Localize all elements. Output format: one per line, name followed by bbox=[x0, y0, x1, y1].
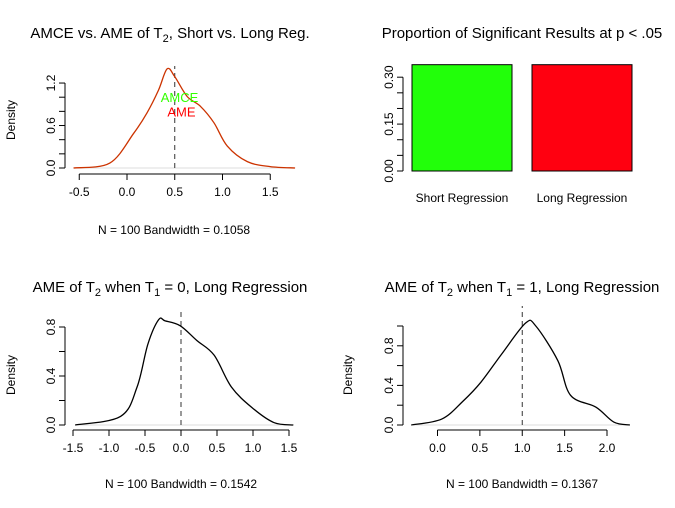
panel1-y-tick-label: 1.2 bbox=[44, 74, 58, 91]
bar-label-long: Long Regression bbox=[537, 191, 628, 205]
panel1-xlabel: N = 100 Bandwidth = 0.1058 bbox=[98, 223, 250, 237]
panel4-y-tick-label: 0.0 bbox=[382, 416, 396, 433]
panel4-ylabel: Density bbox=[341, 355, 355, 395]
panel4-x-tick-label: 0.0 bbox=[429, 441, 446, 455]
panel2-y-tick-label: 0.15 bbox=[382, 112, 396, 136]
panel1-x-tick-label: -0.5 bbox=[69, 185, 90, 199]
panel4-x-tick-label: 1.0 bbox=[514, 441, 531, 455]
panel1-x-tick-label: 1.5 bbox=[262, 185, 279, 199]
panel3-x-tick-label: 0.0 bbox=[173, 441, 190, 455]
panel1-x-tick-label: 1.0 bbox=[214, 185, 231, 199]
panel3-x-tick-label: -0.5 bbox=[135, 441, 156, 455]
panel4-y-tick-label: 0.4 bbox=[382, 377, 396, 394]
panel1-y-tick-label: 0.6 bbox=[44, 117, 58, 134]
panel2-y-tick-label: 0.00 bbox=[382, 159, 396, 183]
bar-short-regression bbox=[411, 64, 513, 172]
panel3-ylabel: Density bbox=[4, 355, 18, 395]
panel3-density-curve bbox=[75, 317, 294, 426]
panel3-title: AME of T2 when T1 = 0, Long Regression bbox=[33, 279, 308, 299]
panel3-y-tick-label: 0.4 bbox=[44, 367, 58, 384]
panel4-title: AME of T2 when T1 = 1, Long Regression bbox=[385, 279, 660, 299]
panel3-x-tick-label: -1.5 bbox=[63, 441, 84, 455]
panel3-y-tick-label: 0.8 bbox=[44, 318, 58, 335]
panel4-density-curve bbox=[411, 319, 631, 426]
panel2-title: Proportion of Significant Results at p <… bbox=[382, 25, 663, 42]
panel1-annotation-amce: AMCE bbox=[161, 90, 199, 105]
panel1-y-tick-label: 0.0 bbox=[44, 159, 58, 176]
panel2-y-tick-label: 0.30 bbox=[382, 65, 396, 89]
panel4-x-tick-label: 2.0 bbox=[599, 441, 616, 455]
panel1-title: AMCE vs. AME of T2, Short vs. Long Reg. bbox=[30, 25, 309, 45]
panel3-x-tick-label: -1.0 bbox=[99, 441, 120, 455]
bar-long-regression bbox=[531, 64, 633, 172]
panel4-xlabel: N = 100 Bandwidth = 0.1367 bbox=[446, 477, 598, 491]
panel1-ylabel: Density bbox=[4, 100, 18, 140]
panel3-x-tick-label: 0.5 bbox=[209, 441, 226, 455]
panel3-y-tick-label: 0.0 bbox=[44, 416, 58, 433]
panel1-annotation-ame: AME bbox=[167, 104, 196, 119]
panel1-x-tick-label: 0.5 bbox=[166, 185, 183, 199]
panel3-x-tick-label: 1.5 bbox=[281, 441, 298, 455]
panel3-x-tick-label: 1.0 bbox=[245, 441, 262, 455]
bar-label-short: Short Regression bbox=[416, 191, 509, 205]
panel3-xlabel: N = 100 Bandwidth = 0.1542 bbox=[105, 477, 257, 491]
panel1-density-curve bbox=[73, 67, 296, 169]
panel1-x-tick-label: 0.0 bbox=[119, 185, 136, 199]
panel4-x-tick-label: 0.5 bbox=[472, 441, 489, 455]
panel4-y-tick-label: 0.8 bbox=[382, 337, 396, 354]
panel4-x-tick-label: 1.5 bbox=[556, 441, 573, 455]
